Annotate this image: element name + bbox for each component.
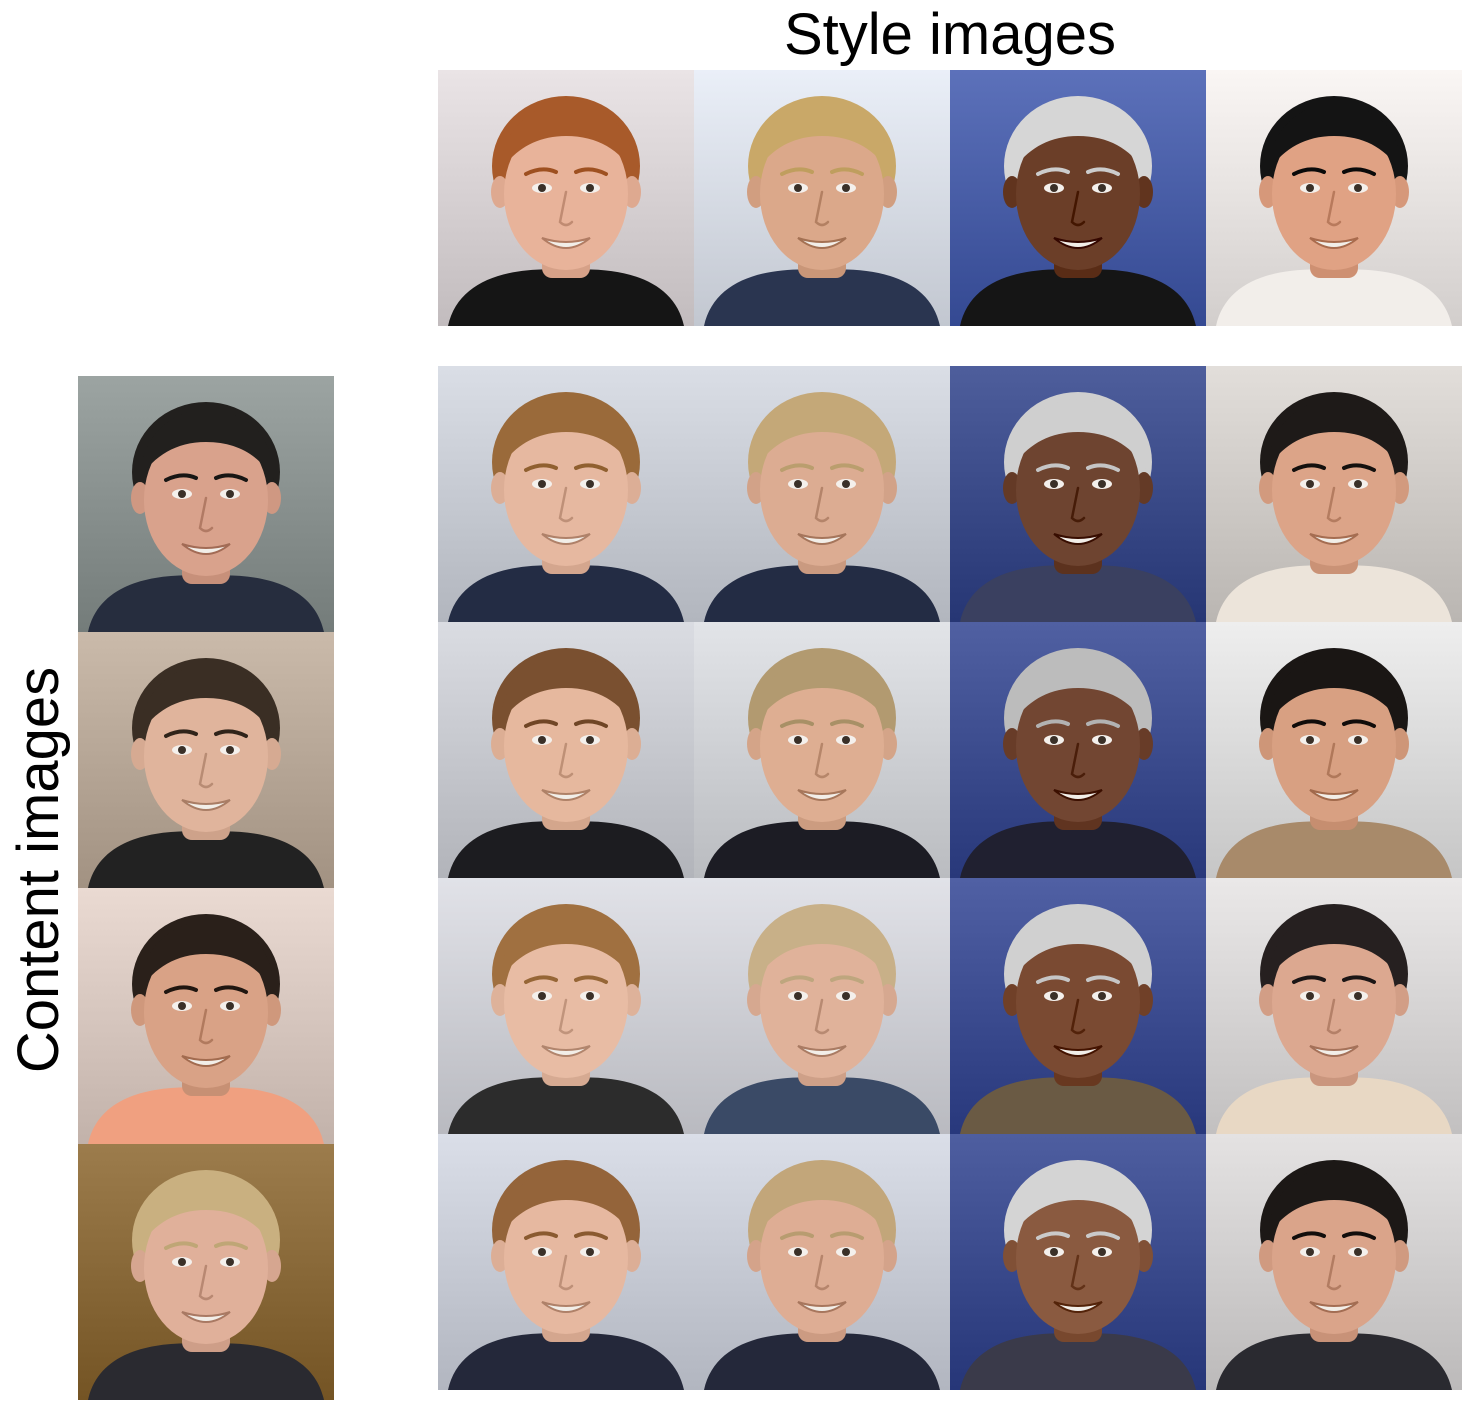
result-image-r4-c1	[438, 1134, 694, 1390]
style-images-heading: Style images	[783, 2, 1117, 67]
result-image-r4-c2-portrait	[694, 1134, 950, 1390]
result-image-r3-c2-portrait	[694, 878, 950, 1134]
result-image-r2-c2-portrait	[694, 622, 950, 878]
result-image-r4-c3-portrait	[950, 1134, 1206, 1390]
result-image-r3-c2	[694, 878, 950, 1134]
result-image-r2-c3-portrait	[950, 622, 1206, 878]
result-image-r4-c2	[694, 1134, 950, 1390]
content-image-4-portrait	[78, 1144, 334, 1400]
result-image-r4-c4-portrait	[1206, 1134, 1462, 1390]
result-image-r1-c3	[950, 366, 1206, 622]
style-image-3-portrait	[950, 70, 1206, 326]
result-image-r4-c4	[1206, 1134, 1462, 1390]
style-image-1-portrait	[438, 70, 694, 326]
result-image-r2-c4-portrait	[1206, 622, 1462, 878]
result-image-r3-c3	[950, 878, 1206, 1134]
result-image-r2-c1-portrait	[438, 622, 694, 878]
style-image-3	[950, 70, 1206, 326]
style-image-2-portrait	[694, 70, 950, 326]
result-image-r3-c4-portrait	[1206, 878, 1462, 1134]
result-image-r1-c2	[694, 366, 950, 622]
result-image-r2-c2	[694, 622, 950, 878]
result-image-r3-c3-portrait	[950, 878, 1206, 1134]
result-image-r1-c4-portrait	[1206, 366, 1462, 622]
result-image-r2-c4	[1206, 622, 1462, 878]
content-image-3-portrait	[78, 888, 334, 1144]
result-image-r1-c3-portrait	[950, 366, 1206, 622]
result-image-r2-c3	[950, 622, 1206, 878]
result-image-r1-c1	[438, 366, 694, 622]
result-image-r3-c1-portrait	[438, 878, 694, 1134]
result-image-r4-c1-portrait	[438, 1134, 694, 1390]
content-images-heading: Content images	[6, 666, 71, 1074]
result-image-r3-c4	[1206, 878, 1462, 1134]
result-image-r1-c2-portrait	[694, 366, 950, 622]
style-image-2	[694, 70, 950, 326]
result-image-r2-c1	[438, 622, 694, 878]
content-image-1-portrait	[78, 376, 334, 632]
content-image-1	[78, 376, 334, 632]
result-image-r1-c4	[1206, 366, 1462, 622]
style-image-4-portrait	[1206, 70, 1462, 326]
content-image-2-portrait	[78, 632, 334, 888]
style-image-1	[438, 70, 694, 326]
content-image-3	[78, 888, 334, 1144]
result-image-r3-c1	[438, 878, 694, 1134]
content-image-4	[78, 1144, 334, 1400]
content-image-2	[78, 632, 334, 888]
result-image-r4-c3	[950, 1134, 1206, 1390]
style-image-4	[1206, 70, 1462, 326]
result-image-r1-c1-portrait	[438, 366, 694, 622]
